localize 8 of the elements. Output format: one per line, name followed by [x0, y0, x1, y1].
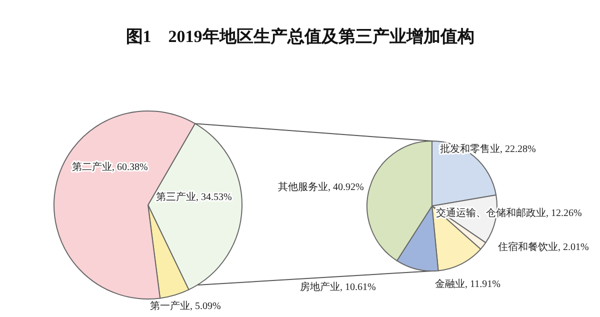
- slice-label: 第二产业, 60.38%: [72, 161, 148, 173]
- slice-label: 金融业, 11.91%: [435, 278, 500, 290]
- slice-label: 第三产业, 34.53%: [156, 191, 232, 203]
- slice-label: 住宿和餐饮业, 2.01%: [498, 241, 589, 253]
- text: 图1 2019年地区生产总值及第三产业增加值构: [126, 27, 474, 46]
- slice-label: 其他服务业, 40.92%: [278, 181, 364, 193]
- slice-label: 房地产业, 10.61%: [300, 281, 376, 293]
- slice-label: 第一产业, 5.09%: [150, 300, 221, 312]
